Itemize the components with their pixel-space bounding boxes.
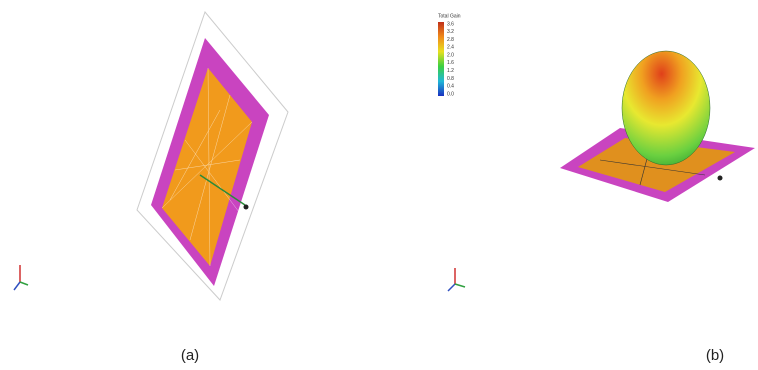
legend-label: 0.4: [447, 84, 454, 90]
axis-triad: [14, 265, 28, 290]
legend-label: 2.8: [447, 37, 454, 43]
legend-label: 2.0: [447, 52, 454, 58]
legend-label: 1.6: [447, 60, 454, 66]
legend-label: 3.6: [447, 21, 454, 27]
axis-triad: [448, 268, 465, 291]
legend-label: 1.2: [447, 68, 454, 74]
panel-b: (b): [448, 51, 755, 364]
legend-label: 2.4: [447, 45, 454, 51]
caption: (b): [706, 347, 724, 364]
legend-title: Total Gain: [438, 13, 461, 19]
port: [718, 176, 723, 181]
radiation-pattern: [622, 51, 710, 165]
port: [244, 205, 249, 210]
legend-label: 0.0: [447, 91, 454, 97]
panel-a: (a): [14, 12, 288, 364]
caption: (a): [181, 347, 199, 364]
figure: (a) Total Gain 3.6 3.2 2.8 2.42.0 1.6 1.2 0.8 0…: [0, 0, 758, 370]
color-bar: [438, 22, 444, 96]
legend-label: 0.8: [447, 76, 454, 82]
legend-label: 3.2: [447, 29, 454, 35]
color-legend: Total Gain 3.6 3.2 2.8 2.42.0 1.6 1.2 0.8 0.40.…: [438, 13, 461, 97]
